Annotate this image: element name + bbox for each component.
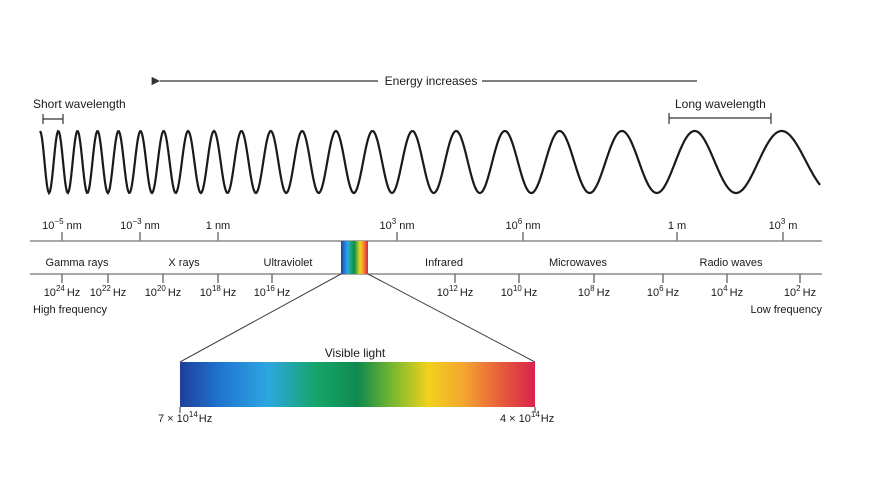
frequency-tick-label: 1020 Hz [145,284,182,299]
low-frequency-label: Low frequency [750,304,822,316]
long-wavelength-label: Long wavelength [675,97,766,111]
wavelength-ticks: 10−5 nm 10−3 nm 1 nm 103 nm 106 nm 1 m 103 m [42,217,797,241]
frequency-tick-label: 102 Hz [784,284,816,299]
wavelength-wave [39,129,821,196]
region-label: Infrared [425,257,463,269]
zoom-line-right [367,273,536,363]
frequency-tick-label: 1016 Hz [254,284,291,299]
visible-band-small [341,241,368,274]
region-label: Microwaves [549,257,608,269]
region-label: Ultraviolet [264,257,313,269]
short-wavelength-bracket [42,114,64,124]
region-label: Gamma rays [46,257,109,269]
visible-right-frequency: 4 × 1014Hz [500,410,554,425]
frequency-tick-label: 1012 Hz [437,284,474,299]
short-wavelength-marker: Short wavelength [33,97,126,124]
energy-arrow: Energy increases [151,74,697,88]
wavelength-tick-label: 10−5 nm [42,217,82,232]
wavelength-tick-label: 1 nm [206,220,230,232]
visible-spectrum-bar [180,362,535,407]
frequency-tick-label: 1024 Hz [44,284,81,299]
high-frequency-label: High frequency [33,304,107,316]
frequency-tick-label: 1010 Hz [501,284,538,299]
long-wavelength-bracket [668,113,772,124]
wavelength-tick-label: 10−3 nm [120,217,160,232]
short-wavelength-label: Short wavelength [33,97,126,111]
long-wavelength-marker: Long wavelength [668,97,772,124]
wavelength-tick-label: 106 nm [506,217,541,232]
frequency-tick-label: 106 Hz [647,284,679,299]
region-labels: Gamma rays X rays Ultraviolet Infrared Micro… [46,257,763,269]
wavelength-tick-label: 103 nm [380,217,415,232]
visible-left-frequency: 7 × 1014Hz [158,410,212,425]
region-label: X rays [168,257,200,269]
zoom-line-left [179,273,342,363]
visible-light-label: Visible light [325,346,386,360]
region-label: Radio waves [700,257,763,269]
wavelength-tick-label: 1 m [668,220,686,232]
wavelength-tick-label: 103 m [769,217,798,232]
frequency-tick-label: 1018 Hz [200,284,237,299]
frequency-tick-label: 1022 Hz [90,284,127,299]
frequency-tick-label: 108 Hz [578,284,610,299]
frequency-tick-label: 104 Hz [711,284,743,299]
frequency-ticks: 1024 Hz 1022 Hz 1020 Hz 1018 Hz 1016 Hz 1012 Hz 1010… [44,274,816,299]
energy-label: Energy increases [385,74,478,88]
